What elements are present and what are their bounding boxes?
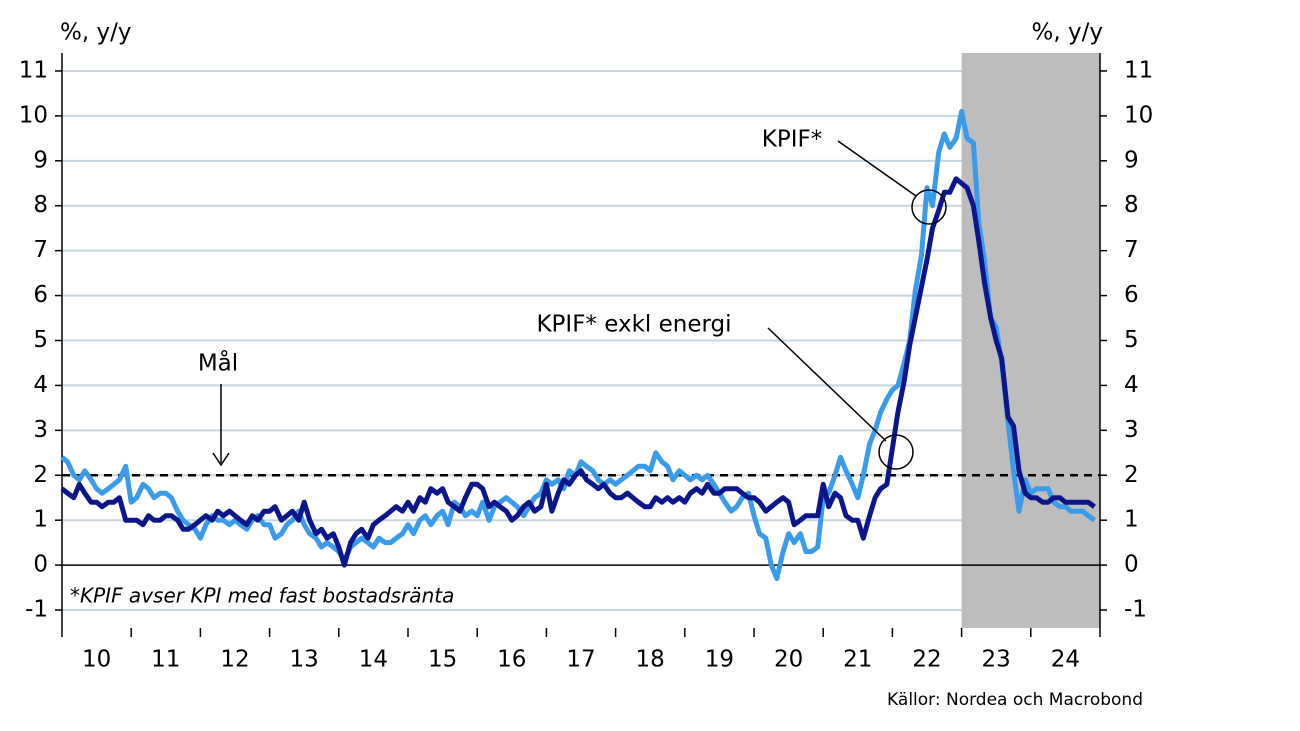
y2-tick-label: 8	[1124, 192, 1139, 218]
x-tick-label: 15	[428, 647, 457, 673]
x-tick-label: 16	[497, 647, 526, 673]
y-axis-label-left: %, y/y	[60, 20, 131, 46]
y2-tick-label: 2	[1124, 462, 1139, 488]
footnote: *KPIF avser KPI med fast bostadsränta	[70, 584, 454, 608]
y2-tick-label: 6	[1124, 282, 1139, 308]
y2-tick-label: 11	[1124, 57, 1153, 83]
x-tick-label: 18	[636, 647, 665, 673]
y-tick-label: 5	[33, 327, 48, 353]
y2-tick-label: 0	[1124, 552, 1139, 578]
y-tick-label: 6	[33, 282, 48, 308]
y-tick-label: 1	[33, 507, 48, 533]
annotation: Mål	[198, 349, 238, 377]
y-tick-label: 9	[33, 147, 48, 173]
x-tick-label: 12	[220, 647, 249, 673]
y-tick-label: 8	[33, 192, 48, 218]
series-line	[60, 108, 1096, 582]
x-tick-label: 14	[359, 647, 388, 673]
x-tick-label: 23	[982, 647, 1011, 673]
x-tick-label: 22	[912, 647, 941, 673]
x-tick-label: 13	[290, 647, 319, 673]
y2-tick-label: 4	[1124, 372, 1139, 398]
y-tick-label: 3	[33, 417, 48, 443]
highlight	[911, 189, 947, 225]
y2-tick-label: 10	[1124, 102, 1153, 128]
x-tick-label: 20	[774, 647, 803, 673]
y-tick-label: 0	[33, 552, 48, 578]
y-axis-label-right: %, y/y	[1032, 20, 1103, 46]
y2-tick-label: 3	[1124, 417, 1139, 443]
y2-tick-label: 5	[1124, 327, 1139, 353]
y-tick-label: 10	[19, 102, 48, 128]
leader	[837, 140, 917, 197]
source: Källor: Nordea och Macrobond	[887, 690, 1143, 710]
y-tick-label: 2	[33, 462, 48, 488]
y2-tick-label: 9	[1124, 147, 1139, 173]
arrow-head	[212, 452, 230, 467]
x-tick-label: 17	[566, 647, 595, 673]
annotation: KPIF* exkl energi	[536, 312, 731, 338]
y-tick-label: 4	[33, 372, 48, 398]
y-tick-label: 11	[19, 57, 48, 83]
y-tick-label: -1	[25, 597, 48, 623]
highlight	[878, 434, 914, 470]
annotation: KPIF*	[762, 127, 822, 153]
y2-tick-label: 1	[1124, 507, 1139, 533]
x-tick-label: 10	[82, 647, 111, 673]
y-tick-label: 7	[33, 237, 48, 263]
x-tick-label: 11	[151, 647, 180, 673]
y2-tick-label: 7	[1124, 237, 1139, 263]
x-tick-label: 21	[843, 647, 872, 673]
series-line	[60, 176, 1096, 568]
leader	[767, 327, 887, 442]
x-tick-label: 19	[705, 647, 734, 673]
x-tick-label: 24	[1051, 647, 1080, 673]
y2-tick-label: -1	[1124, 597, 1147, 623]
forecast-shade	[961, 53, 1100, 628]
